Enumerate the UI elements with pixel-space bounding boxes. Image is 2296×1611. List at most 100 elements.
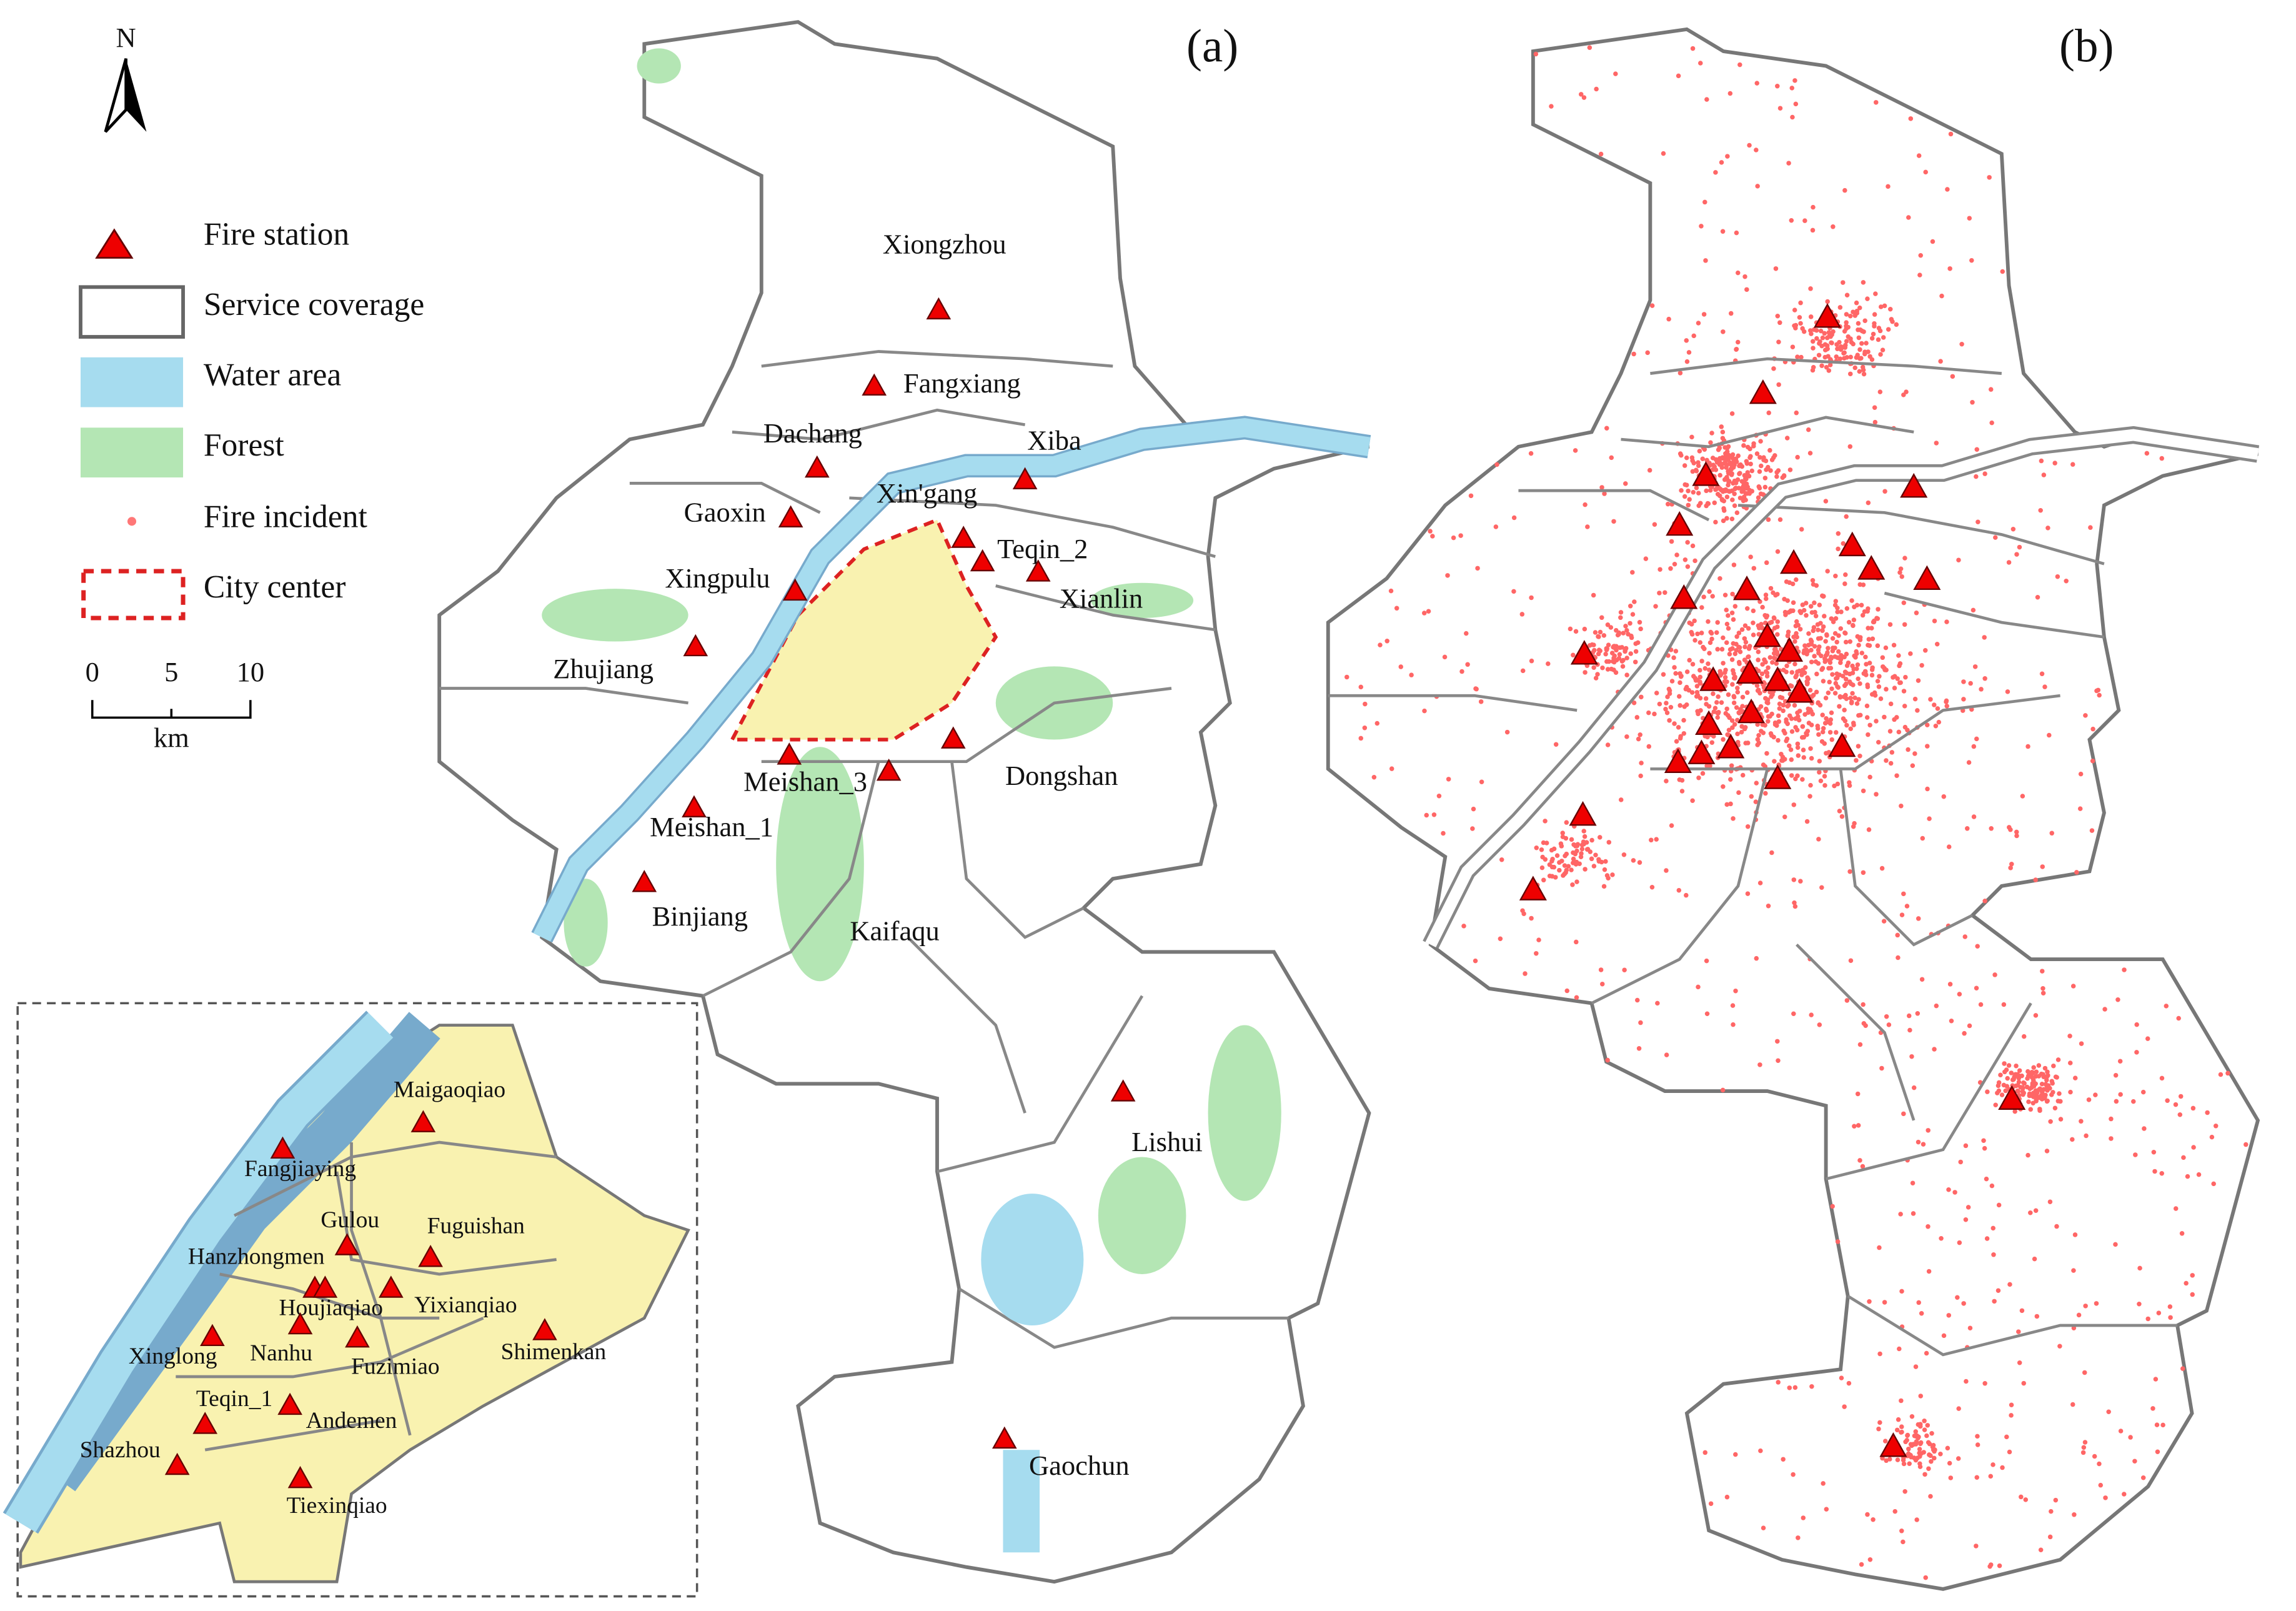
fire-incident — [1809, 639, 1814, 644]
fire-incident — [1736, 790, 1741, 796]
fire-incident — [2017, 1068, 2022, 1073]
fire-incident — [1894, 773, 1899, 778]
fire-incident — [1637, 620, 1642, 625]
fire-incident — [1775, 314, 1781, 319]
fire-incident — [1851, 617, 1857, 622]
fire-incident — [1789, 716, 1794, 721]
fire-station — [164, 1452, 190, 1475]
fire-incident — [1857, 1158, 1862, 1163]
fire-incident — [1735, 686, 1740, 691]
fire-incident — [1878, 352, 1883, 357]
fire-incident — [2040, 985, 2045, 991]
fire-incident — [1583, 670, 1588, 675]
station-label: Dongshan — [1005, 760, 1118, 791]
fire-incident — [1878, 696, 1884, 701]
fire-incident — [1847, 783, 1852, 788]
fire-incident — [1585, 524, 1590, 529]
fire-incident — [1836, 546, 1841, 552]
fire-incident — [1742, 636, 1747, 641]
fire-incident — [1614, 627, 1619, 633]
fire-incident — [1378, 642, 1383, 647]
fire-incident — [1796, 622, 1801, 628]
fire-incident — [1431, 812, 1437, 817]
fire-incident — [1995, 1288, 2001, 1293]
fire-incident — [2225, 1070, 2230, 1076]
fire-incident — [1796, 1535, 1801, 1540]
fire-incident — [1992, 972, 1997, 977]
fire-incident — [1818, 636, 1823, 641]
fire-incident — [1737, 62, 1742, 67]
fire-incident — [1970, 400, 1975, 405]
fire-incident — [1886, 1022, 1892, 1027]
fire-incident — [1825, 650, 1830, 655]
fire-incident — [1963, 1143, 1969, 1149]
fire-incident — [1901, 1539, 1906, 1545]
fire-incident — [1781, 702, 1786, 708]
fire-incident — [1865, 296, 1870, 301]
fire-incident — [1929, 1459, 1934, 1464]
fire-incident — [1713, 519, 1718, 525]
fire-incident — [1757, 469, 1762, 474]
fire-station — [777, 742, 802, 765]
fire-incident — [1932, 618, 1937, 624]
fire-incident — [1633, 641, 1638, 646]
fire-incident — [1676, 73, 1681, 79]
fire-incident — [1888, 761, 1894, 766]
fire-station — [992, 1426, 1017, 1449]
fire-incident — [1857, 305, 1862, 311]
fire-incident — [1734, 459, 1739, 464]
fire-incident — [1939, 1236, 1944, 1241]
fire-incident — [1807, 687, 1813, 693]
fire-incident — [2145, 1036, 2150, 1041]
fire-incident — [1734, 230, 1739, 236]
fire-incident — [1724, 449, 1730, 454]
fire-incident — [1861, 788, 1866, 794]
fire-incident — [1677, 371, 1683, 376]
fire-incident — [1725, 154, 1730, 159]
fire-incident — [1581, 829, 1586, 834]
fire-incident — [2159, 456, 2164, 461]
fire-incident — [1709, 740, 1715, 745]
fire-incident — [1839, 1375, 1844, 1380]
fire-incident — [1887, 622, 1893, 627]
fire-incident — [2164, 1004, 2169, 1009]
fire-incident — [1849, 598, 1854, 603]
fire-incident — [1666, 316, 1671, 322]
fire-incident — [1735, 731, 1740, 737]
fire-incident — [1889, 750, 1895, 755]
fire-incident — [2010, 1077, 2015, 1082]
fire-station — [682, 795, 707, 817]
fire-incident — [2014, 829, 2019, 835]
fire-incident — [1758, 1448, 1763, 1454]
fire-incident — [1775, 652, 1780, 657]
fire-incident — [1857, 347, 1862, 352]
fire-incident — [2033, 1013, 2039, 1018]
fire-incident — [1913, 1364, 1919, 1369]
fire-incident — [1832, 631, 1838, 636]
fire-incident — [1842, 719, 1848, 724]
fire-incident — [1601, 633, 1607, 638]
fire-station — [1012, 467, 1038, 490]
fire-incident — [1816, 352, 1822, 358]
fire-incident — [1918, 1441, 1923, 1447]
fire-incident — [1784, 579, 1789, 584]
fire-incident — [1787, 609, 1793, 614]
fire-incident — [2020, 1089, 2025, 1094]
fire-incident — [2047, 1534, 2053, 1540]
fire-incident — [2007, 825, 2012, 830]
fire-incident — [2052, 461, 2057, 466]
fire-incident — [1664, 710, 1670, 716]
fire-incident — [2038, 1547, 2044, 1553]
station-label: Xin'gang — [877, 477, 977, 509]
fire-incident — [1751, 632, 1756, 637]
fire-incident — [1996, 1080, 2002, 1085]
fire-incident — [2159, 1075, 2165, 1081]
fire-incident — [1862, 669, 1868, 675]
fire-incident — [2044, 1074, 2050, 1079]
fire-incident — [1793, 634, 1798, 639]
fire-station — [926, 297, 952, 320]
fire-incident — [1682, 494, 1687, 499]
fire-incident — [1902, 704, 1907, 709]
fire-incidents — [1344, 45, 2249, 1580]
fire-incident — [1766, 410, 1771, 416]
